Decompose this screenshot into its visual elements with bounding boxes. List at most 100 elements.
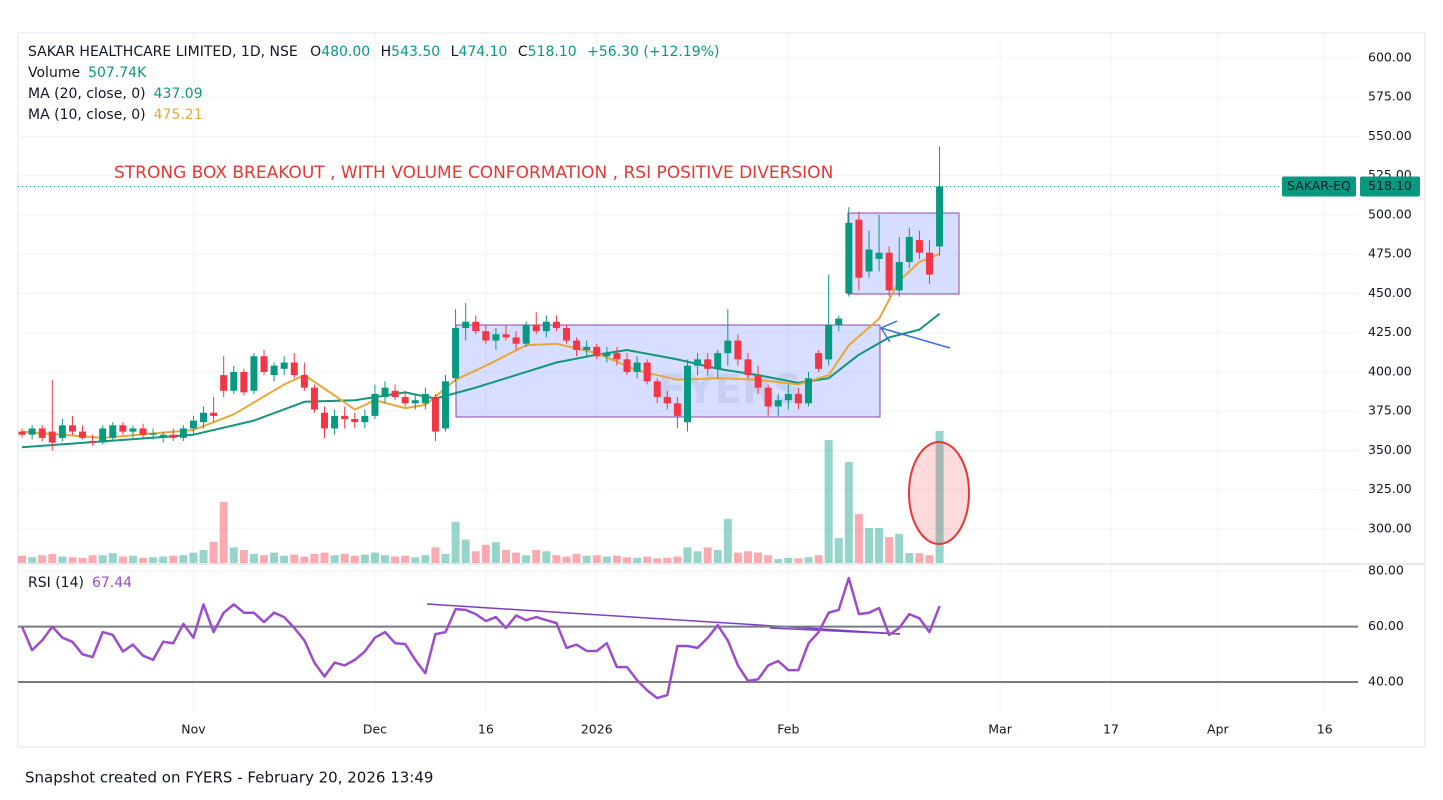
volume-bar [784, 557, 793, 563]
volume-bar [441, 553, 450, 563]
volume-bar [794, 558, 803, 563]
x-tick-label: 17 [1103, 722, 1119, 737]
candle-body [341, 415, 349, 420]
y-tick-label: 475.00 [1368, 246, 1412, 261]
readout-key: O [310, 44, 321, 60]
volume-bar [814, 555, 823, 563]
legend-ma10: MA (10, close, 0) 475.21 [28, 107, 203, 123]
price-tag-symbol: SAKAR-EQ [1287, 178, 1351, 193]
volume-bar [209, 541, 218, 563]
candle-body [300, 375, 308, 388]
readout-key: L [451, 44, 459, 60]
candle-body [542, 321, 550, 332]
candle-body [835, 318, 843, 325]
volume-bar [38, 555, 47, 563]
y-tick-label: 80.00 [1368, 563, 1404, 578]
x-tick-label: Nov [181, 722, 206, 737]
y-tick-label: 350.00 [1368, 442, 1412, 457]
legend-value: 475.21 [154, 107, 203, 123]
candle-body [210, 412, 218, 416]
price-tag-bg [1282, 176, 1356, 197]
candle-body [522, 324, 530, 344]
candle-body [694, 359, 702, 366]
volume-bar [88, 555, 97, 563]
candle-body [431, 397, 439, 432]
candle-body [845, 222, 853, 294]
volume-bar [875, 527, 884, 563]
candle-body [482, 331, 490, 341]
price-tag-bg [1360, 176, 1420, 197]
candle-body [230, 371, 238, 391]
volume-bar [683, 547, 692, 563]
volume-bar [300, 556, 309, 563]
candle-body [472, 321, 480, 332]
volume-bar [481, 544, 490, 563]
volume-bar [219, 501, 228, 563]
volume-bar [471, 551, 480, 563]
y-tick-label: 500.00 [1368, 206, 1412, 221]
volume-bar [149, 557, 158, 563]
volume-bar [512, 552, 521, 563]
candle-body [573, 340, 581, 350]
volume-bar [491, 542, 500, 563]
volume-bar [229, 547, 238, 563]
candle-body [885, 252, 893, 291]
volume-bar [128, 555, 137, 563]
volume-bar [159, 556, 168, 563]
candles [18, 146, 944, 451]
volume-bar [663, 557, 672, 563]
candle-body [371, 393, 379, 416]
candle-body [643, 362, 651, 382]
volume-bar [542, 551, 551, 563]
candle-body [663, 397, 671, 404]
candle-body [633, 362, 641, 372]
candle-body [58, 425, 66, 438]
x-tick-label: 2026 [581, 722, 613, 737]
y-tick-label: 450.00 [1368, 285, 1412, 300]
volume-bar [48, 553, 57, 563]
volume-bar [431, 547, 440, 563]
candle-body [512, 337, 520, 344]
candle-body [129, 428, 137, 432]
volume-bar [895, 533, 904, 563]
candle-body [492, 334, 500, 341]
volume-bar [98, 555, 107, 563]
volume-bar [905, 553, 914, 563]
candle-body [401, 397, 409, 404]
volume-bar [622, 557, 631, 563]
volume-bar [733, 552, 742, 563]
volume-bar [915, 553, 924, 563]
volume-bar [754, 552, 763, 563]
candle-body [452, 327, 460, 379]
legend-name: MA (20, close, 0) [28, 86, 146, 102]
candle-body [895, 262, 903, 291]
candle-body [794, 393, 802, 404]
readout-value: 480.00 [321, 44, 370, 60]
volume-bar [381, 555, 390, 563]
volume-bar [411, 557, 420, 563]
candle-body [754, 375, 762, 388]
price-tag-value: 518.10 [1368, 178, 1412, 193]
rsi-pane [18, 576, 1358, 700]
candle-body [351, 419, 359, 423]
volume-bar [723, 518, 732, 563]
candle-body [169, 434, 177, 438]
candle-body [119, 425, 127, 432]
readout-key: C [518, 44, 528, 60]
candle-body [200, 412, 208, 423]
candle-body [673, 403, 681, 416]
y-tick-label: 425.00 [1368, 324, 1412, 339]
candle-body [310, 387, 318, 410]
candle-body [99, 428, 107, 443]
volume-bar [169, 555, 178, 563]
volume-bar [28, 557, 37, 563]
legend-name: Volume [28, 65, 80, 81]
volume-bar [78, 557, 87, 563]
axes: Nov Dec 16 2026 Feb Mar 17 Apr 16 300.00 325.00 350… [18, 49, 1420, 737]
readout-value: 474.10 [458, 44, 507, 60]
legend-name: RSI (14) [28, 575, 84, 591]
volume-bar [643, 556, 652, 563]
candle-body [159, 434, 167, 438]
candle-body [936, 186, 944, 247]
